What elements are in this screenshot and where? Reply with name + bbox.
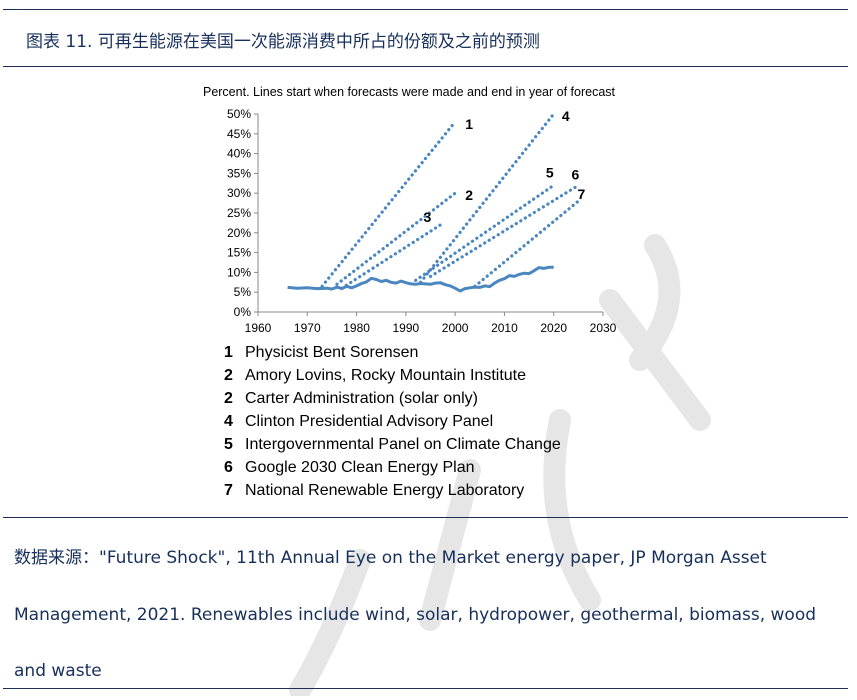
y-tick-label: 0% xyxy=(234,305,252,319)
actual-share-line xyxy=(287,265,554,293)
axes: 0% 5% 10% 15% 20% 25% 30% 35% 40% 45% 50% 1960 1970 1… xyxy=(227,107,617,335)
forecast-label-3: 3 xyxy=(423,209,431,225)
title-rule xyxy=(3,66,848,67)
forecast-line-6 xyxy=(428,183,581,278)
forecast-label-4: 4 xyxy=(562,108,570,124)
x-tick-label: 2020 xyxy=(540,321,567,335)
legend-text: Intergovernmental Panel on Climate Chang… xyxy=(245,436,561,453)
y-tick-label: 10% xyxy=(227,265,251,279)
legend-item: 1 Physicist Bent Sorensen xyxy=(224,341,561,364)
legend-item: 2 Carter Administration (solar only) xyxy=(224,387,561,410)
legend-item: 2 Amory Lovins, Rocky Mountain Institute xyxy=(224,364,561,387)
legend-number: 1 xyxy=(224,344,233,361)
x-tick-label: 1970 xyxy=(294,321,321,335)
bottom-rule xyxy=(3,688,848,689)
x-tick-label: 1990 xyxy=(393,321,420,335)
forecast-line-1 xyxy=(320,120,457,288)
legend-number: 2 xyxy=(224,390,233,407)
y-tick-label: 50% xyxy=(227,107,251,121)
legend-text: Amory Lovins, Rocky Mountain Institute xyxy=(245,367,527,384)
forecast-line-4 xyxy=(419,112,556,284)
legend-number: 4 xyxy=(224,413,233,430)
chart-title: Percent. Lines start when forecasts were… xyxy=(203,85,616,99)
legend-rule xyxy=(3,517,848,518)
forecast-line-2 xyxy=(335,191,457,286)
x-tick-label: 1960 xyxy=(245,321,272,335)
source-note: 数据来源："Future Shock", 11th Annual Eye on … xyxy=(14,548,817,681)
forecast-line-5 xyxy=(414,183,556,282)
forecast-label-1: 1 xyxy=(465,116,473,132)
forecast-label-7: 7 xyxy=(577,186,585,202)
y-tick-label: 20% xyxy=(227,226,251,240)
legend-number: 7 xyxy=(224,482,233,499)
x-tick-label: 2000 xyxy=(442,321,469,335)
y-tick-label: 35% xyxy=(227,166,251,180)
x-tick-label: 1980 xyxy=(343,321,370,335)
legend-number: 6 xyxy=(224,459,233,476)
legend-item: 6 Google 2030 Clean Energy Plan xyxy=(224,456,561,479)
legend-item: 5 Intergovernmental Panel on Climate Chan… xyxy=(224,433,561,456)
legend-number: 5 xyxy=(224,436,233,453)
x-tick-label: 2010 xyxy=(491,321,518,335)
legend-text: National Renewable Energy Laboratory xyxy=(245,482,525,499)
x-tick-label: 2030 xyxy=(590,321,617,335)
y-tick-label: 25% xyxy=(227,206,251,220)
y-tick-label: 30% xyxy=(227,186,251,200)
legend-item: 4 Clinton Presidential Advisory Panel xyxy=(224,410,561,433)
legend-text: Google 2030 Clean Energy Plan xyxy=(245,459,475,476)
forecast-label-6: 6 xyxy=(571,166,579,182)
y-tick-label: 40% xyxy=(227,147,251,161)
legend-text: Clinton Presidential Advisory Panel xyxy=(245,413,494,430)
forecast-label-2: 2 xyxy=(465,187,473,203)
y-tick-label: 45% xyxy=(227,127,251,141)
forecast-label-5: 5 xyxy=(546,164,554,180)
legend: 1 Physicist Bent Sorensen 2 Amory Lovins, R… xyxy=(224,341,561,502)
legend-number: 2 xyxy=(224,367,233,384)
legend-text: Physicist Bent Sorensen xyxy=(245,344,419,361)
top-rule xyxy=(3,9,848,10)
y-tick-label: 15% xyxy=(227,246,251,260)
legend-item: 7 National Renewable Energy Laboratory xyxy=(224,479,561,502)
forecast-line-7 xyxy=(473,199,581,288)
legend-text: Carter Administration (solar only) xyxy=(245,390,478,407)
figure-title: 图表 11. 可再生能源在美国一次能源消费中所占的份额及之前的预测 xyxy=(26,32,540,52)
forecast-line-3 xyxy=(340,223,442,290)
lines: 1 2 3 4 5 6 7 xyxy=(287,108,585,293)
y-tick-label: 5% xyxy=(234,285,252,299)
